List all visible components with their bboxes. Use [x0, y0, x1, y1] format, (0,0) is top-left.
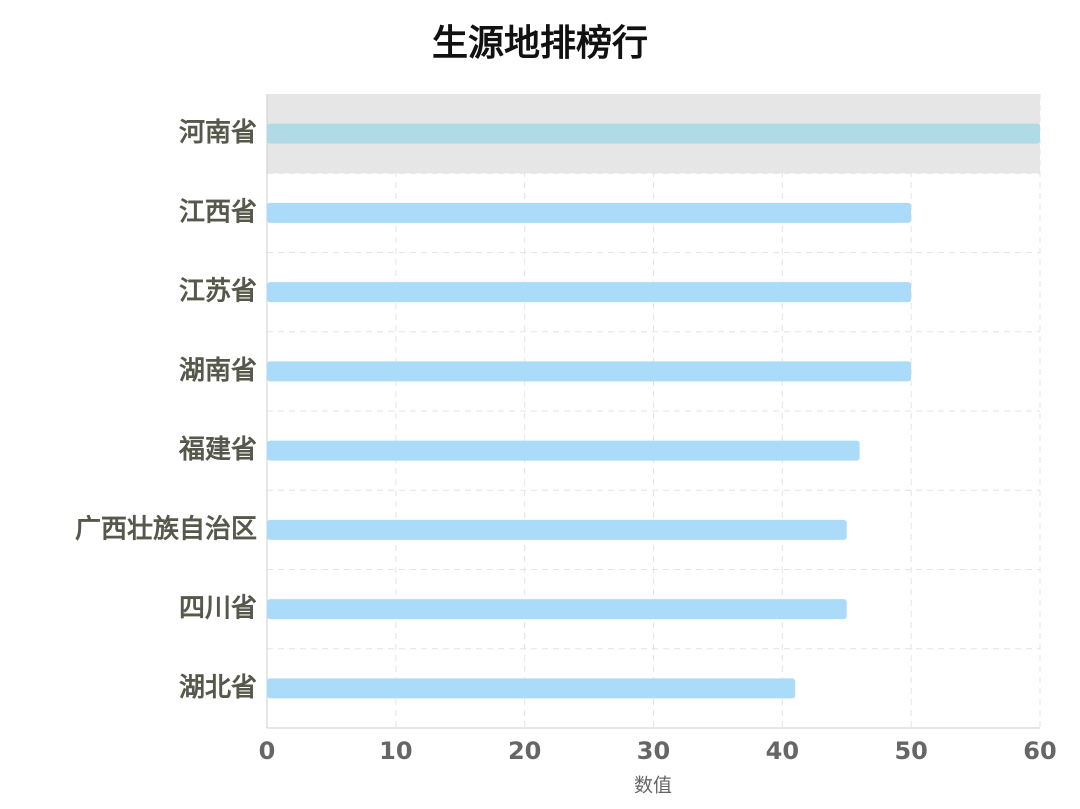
bar [267, 361, 912, 382]
x-tick-label: 50 [894, 737, 927, 765]
y-tick-label: 江西省 [179, 197, 257, 227]
y-tick-label: 广西壮族自治区 [75, 513, 257, 544]
x-axis-label: 数值 [634, 775, 672, 797]
y-tick-label: 河南省 [179, 118, 257, 148]
bar [267, 519, 847, 540]
y-tick-label: 湖北省 [179, 673, 257, 703]
y-tick-label: 四川省 [179, 594, 257, 624]
x-tick-label: 0 [259, 737, 276, 765]
bar [267, 282, 912, 303]
y-tick-label: 江苏省 [179, 277, 257, 307]
x-tick-label: 60 [1023, 737, 1056, 765]
bar [267, 599, 847, 620]
chart-title: 生源地排榜行 [432, 23, 648, 64]
bar [267, 123, 1040, 144]
x-tick-label: 30 [637, 737, 670, 765]
x-tick-label: 40 [766, 737, 799, 765]
y-tick-label: 湖南省 [179, 356, 257, 386]
x-tick-label: 20 [508, 737, 541, 765]
x-tick-label: 10 [379, 737, 412, 765]
bar [267, 202, 912, 223]
bar [267, 678, 796, 699]
y-tick-label: 福建省 [178, 435, 257, 465]
bar [267, 440, 860, 461]
